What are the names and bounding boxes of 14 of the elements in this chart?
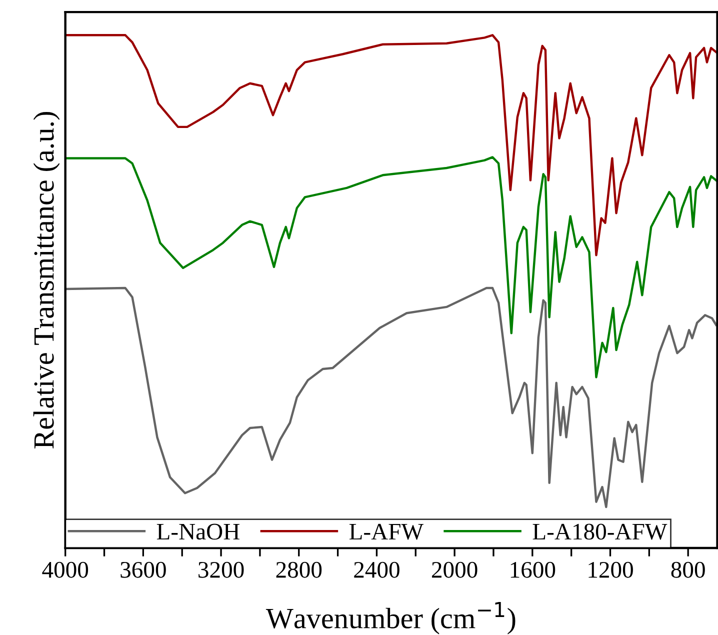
y-axis-title: Relative Transmittance (a.u.) bbox=[33, 112, 60, 448]
x-tick-label: 3600 bbox=[120, 562, 166, 578]
x-tick-label: 1200 bbox=[588, 562, 633, 578]
x-tick-label: 800 bbox=[671, 562, 705, 578]
x-tick-label: 4000 bbox=[42, 562, 88, 578]
legend-label: L-AFW bbox=[349, 524, 424, 540]
legend-label: L-A180-AFW bbox=[532, 524, 668, 540]
x-tick-label: 3200 bbox=[198, 562, 244, 578]
x-tick-label: 2800 bbox=[276, 562, 322, 578]
x-tick-label: 2000 bbox=[432, 562, 478, 578]
x-axis-title: Wavenumber (cm$^{−1}$) bbox=[266, 602, 516, 634]
x-tick-label: 2400 bbox=[354, 562, 400, 578]
x-tick-label: 1600 bbox=[510, 562, 556, 578]
legend-label: L-NaOH bbox=[156, 524, 240, 540]
